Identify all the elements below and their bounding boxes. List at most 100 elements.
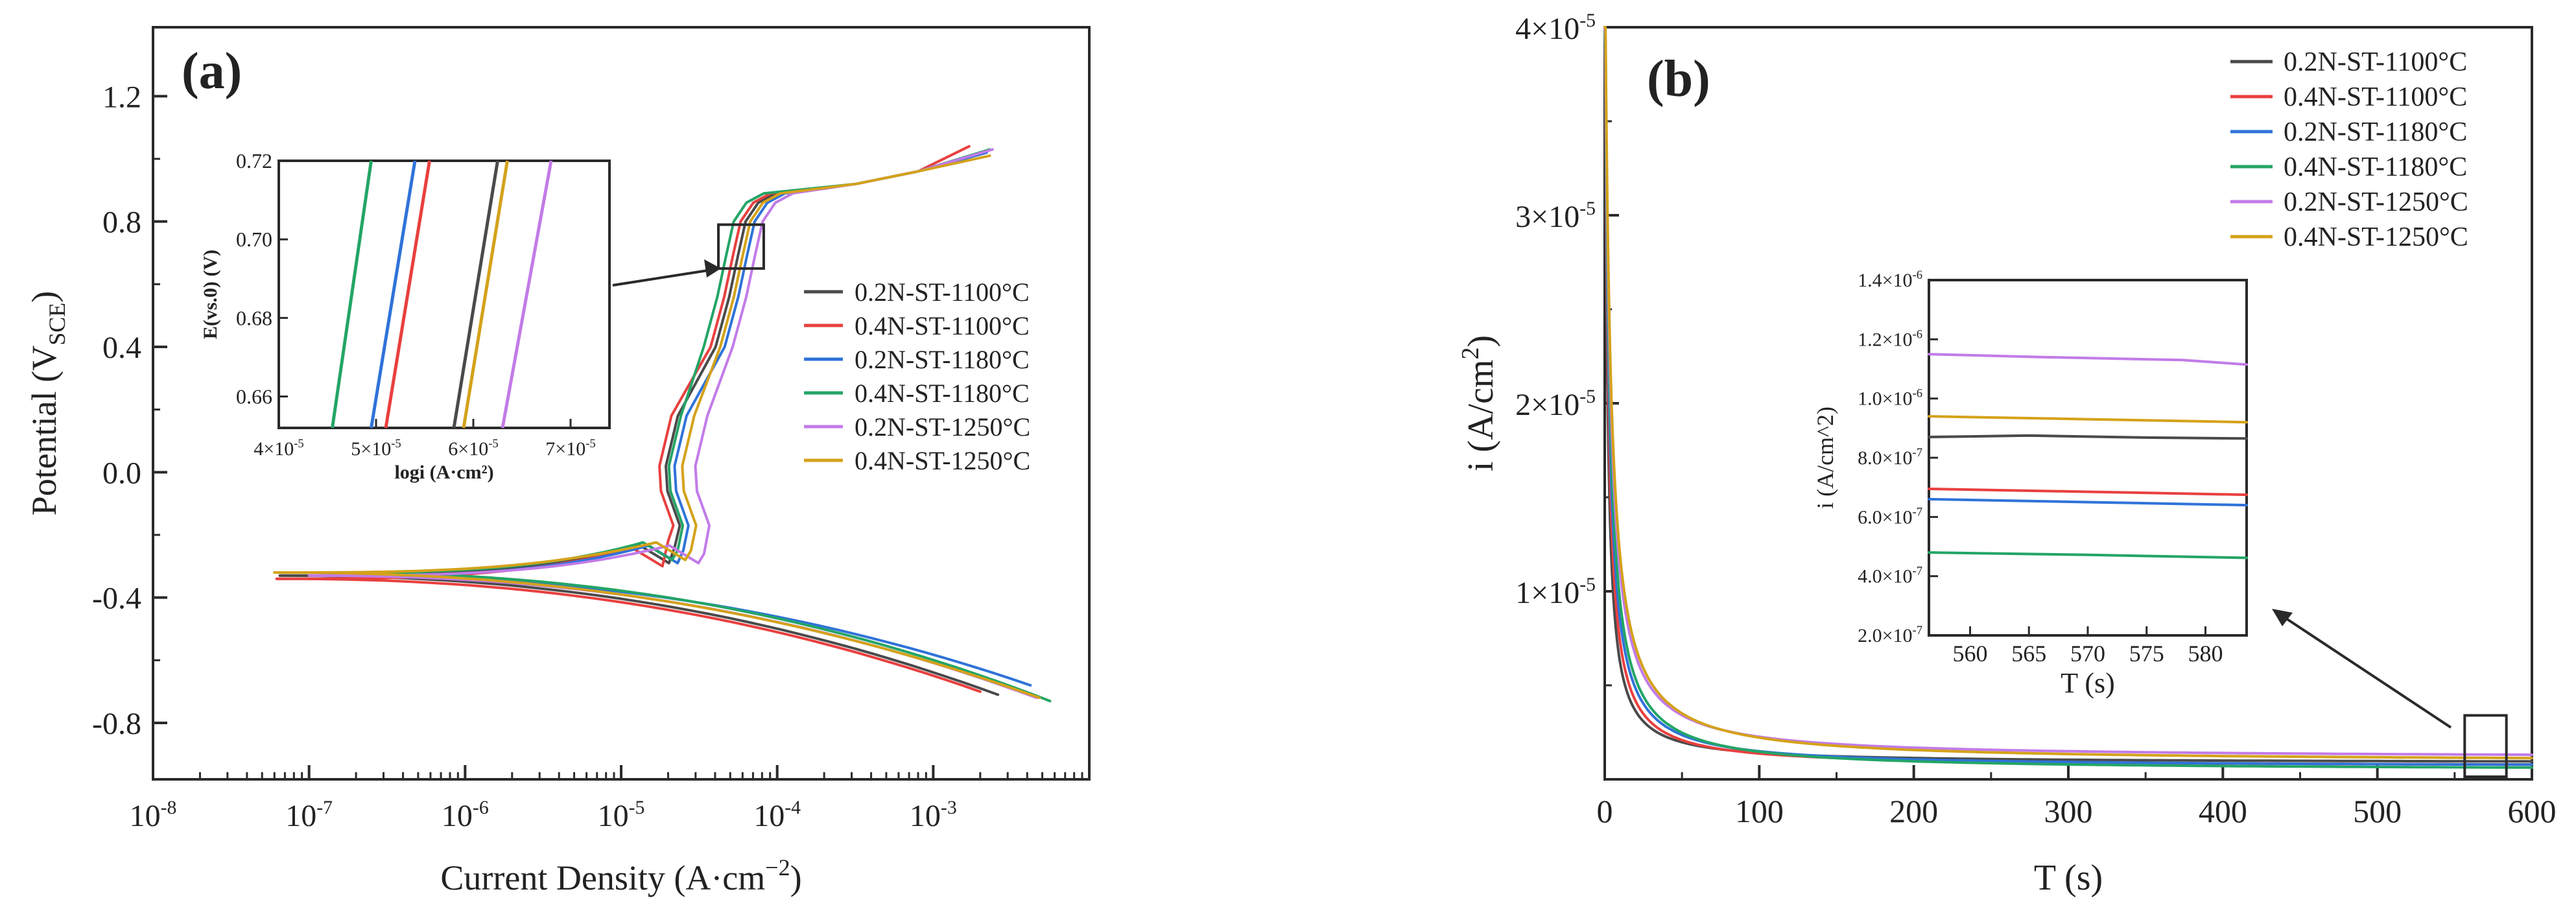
legend-label-b-0-2n-st-1180-c: 0.2N-ST-1180°C [2284, 117, 2467, 147]
inset-line-0-2n-st-1100-c [452, 160, 499, 429]
y-axis-title-a: Potential (VSCE) [25, 291, 70, 515]
y-tick-label-b: 4×10-5 [1515, 10, 1596, 46]
inset-line-b-0-2n-st-1180-c [1928, 497, 2248, 507]
inset-y-tick-label-b: 1.4×10-6 [1858, 268, 1922, 291]
inset-x-tick-label-a: 6×10-5 [448, 437, 498, 460]
y-tick-label-a: -0.8 [92, 707, 141, 741]
inset-line-b-0-4n-st-1180-c [1928, 551, 2248, 560]
zoom-arrow-a [612, 268, 717, 287]
zoom-box-a [716, 223, 765, 270]
inset-y-tick-label-a: 0.70 [236, 228, 272, 251]
y-tick-label-b-exp: -5 [1579, 10, 1596, 31]
legend-label-b-0-2n-st-1100-c: 0.2N-ST-1100°C [2284, 47, 2467, 77]
x-tick-label-a: 10-7 [285, 797, 333, 833]
x-tick-label-a-base: 10 [598, 799, 629, 833]
x-tick-label-b: 0 [1597, 793, 1613, 829]
legend-label-0-2n-st-1250-c: 0.2N-ST-1250°C [855, 412, 1030, 442]
y-tick-label-b: 3×10-5 [1515, 198, 1596, 234]
legend-label-0-2n-st-1180-c: 0.2N-ST-1180°C [855, 345, 1030, 374]
y-tick-label-b-base: 2×10 [1515, 388, 1579, 422]
inset-x-tick-label-b: 575 [2129, 641, 2164, 667]
cathodic-curve-0-2n-st-1250-c [307, 574, 1038, 700]
x-tick-label-a-exp: -3 [941, 797, 957, 818]
legend-label-b-0-4n-st-1100-c: 0.4N-ST-1100°C [2284, 82, 2467, 112]
inset-y-tick-label-a: 0.66 [236, 385, 272, 408]
x-tick-label-a: 10-3 [910, 797, 957, 833]
y-tick-label-b-exp: -5 [1579, 386, 1596, 407]
y-axis-title-b-main: i (A/cm [1461, 360, 1501, 472]
x-tick-label-a: 10-8 [130, 797, 177, 833]
y-tick-label-b-base: 1×10 [1515, 576, 1579, 610]
cathodic-curve-0-4n-st-1180-c [320, 571, 1052, 703]
inset-x-axis-title-b: T (s) [2061, 667, 2115, 699]
inset-line-0-2n-st-1250-c [501, 160, 553, 429]
panel-label-b: (b) [1647, 51, 1710, 108]
inset-y-tick-label-b-base: 1.4×10 [1858, 270, 1912, 291]
inset-y-tick-label-b: 1.0×10-6 [1858, 387, 1922, 410]
legend-label-b-0-4n-st-1180-c: 0.4N-ST-1180°C [2284, 152, 2467, 182]
y-tick-label-a: 0.0 [102, 456, 141, 490]
x-axis-title-a-close: ) [790, 858, 802, 897]
inset-x-tick-label-a: 4×10-5 [254, 437, 303, 460]
y-axis-title-a-main: Potential (V [25, 346, 64, 515]
cathodic-curve-0-4n-st-1250-c [273, 571, 1041, 700]
inset-y-tick-label-b-base: 4.0×10 [1858, 566, 1912, 587]
inset-y-tick-label-b-base: 1.2×10 [1858, 329, 1912, 350]
y-axis-title-b-sup: 2 [1457, 348, 1484, 360]
inset-y-tick-label-b-exp: -7 [1913, 446, 1923, 460]
x-tick-label-a: 10-6 [442, 797, 489, 833]
x-tick-label-b: 600 [2508, 793, 2557, 829]
inset-y-tick-label-a: 0.72 [236, 149, 272, 172]
inset-x-tick-label-a: 7×10-5 [545, 437, 595, 460]
inset-y-tick-label-b-exp: -6 [1913, 387, 1923, 401]
legend-label-b-0-2n-st-1250-c: 0.2N-ST-1250°C [2284, 187, 2468, 217]
y-tick-label-a: 0.8 [102, 206, 141, 240]
inset-line-b-0-2n-st-1250-c [1928, 353, 2248, 366]
inset-x-tick-label-a-exp: -5 [391, 437, 401, 451]
inset-y-axis-title-b: i (A/cm^2) [1812, 407, 1838, 509]
zoom-box-b [2463, 714, 2508, 779]
x-axis-title-b: T (s) [2034, 858, 2103, 898]
x-tick-label-b: 200 [1889, 793, 1938, 829]
inset-y-tick-label-b-exp: -7 [1913, 505, 1923, 519]
decay-curve-0-4n-st-1250-c [1603, 26, 2533, 760]
inset-y-tick-label-b-base: 6.0×10 [1858, 506, 1912, 528]
legend-label-0-4n-st-1100-c: 0.4N-ST-1100°C [855, 311, 1030, 340]
inset-line-b-0-4n-st-1100-c [1928, 488, 2248, 497]
x-tick-label-a-base: 10 [285, 799, 316, 833]
x-tick-label-b: 500 [2353, 793, 2402, 829]
inset-frame-b [1928, 279, 2248, 637]
x-tick-label-a-base: 10 [130, 799, 161, 833]
x-tick-label-a-base: 10 [753, 799, 785, 833]
zoom-arrow-b [2281, 615, 2452, 729]
y-tick-label-b-base: 3×10 [1515, 200, 1579, 234]
y-axis-title-b-close: ) [1461, 335, 1501, 348]
inset-x-tick-label-b: 565 [2011, 641, 2046, 667]
x-tick-label-a-base: 10 [442, 799, 473, 833]
x-tick-label-a-exp: -5 [629, 797, 645, 818]
x-tick-label-a: 10-4 [753, 797, 801, 833]
inset-x-tick-label-b: 580 [2188, 641, 2223, 667]
y-tick-label-b-exp: -5 [1579, 574, 1596, 595]
inset-x-tick-label-b: 570 [2070, 641, 2105, 667]
anodic-curve-0-4n-st-1250-c [273, 154, 991, 574]
inset-x-tick-label-a-base: 7×10 [545, 438, 585, 460]
x-axis-title-a-sup: −2 [765, 855, 790, 880]
legend-label-b-0-4n-st-1250-c: 0.4N-ST-1250°C [2284, 222, 2468, 252]
x-tick-label-a-base: 10 [910, 799, 941, 833]
inset-y-tick-label-b: 6.0×10-7 [1858, 505, 1922, 528]
inset-x-tick-label-a-base: 4×10 [254, 438, 294, 460]
inset-line-0-4n-st-1100-c [384, 160, 431, 429]
inset-x-tick-label-a-exp: -5 [294, 437, 304, 451]
y-tick-label-b-exp: -5 [1579, 198, 1596, 219]
inset-x-tick-label-a-base: 6×10 [448, 438, 488, 460]
zoom-arrowhead-b [2272, 609, 2293, 626]
inset-y-tick-label-b-base: 8.0×10 [1858, 447, 1912, 469]
inset-line-b-0-4n-st-1250-c [1928, 415, 2248, 424]
y-tick-label-b: 2×10-5 [1515, 386, 1596, 422]
panel-b: 0 100 200 300 400 500 6001×10-52×10-53×10-54×1… [1457, 10, 2557, 898]
panel-a: 10-8 10-7 10-6 10-5 10-4 10-31.20.80.40.0-0.4… [25, 26, 1091, 897]
inset-y-tick-label-a: 0.68 [236, 306, 272, 329]
y-tick-label-a: 0.4 [102, 331, 141, 365]
inset-y-tick-label-b-exp: -7 [1913, 624, 1923, 637]
